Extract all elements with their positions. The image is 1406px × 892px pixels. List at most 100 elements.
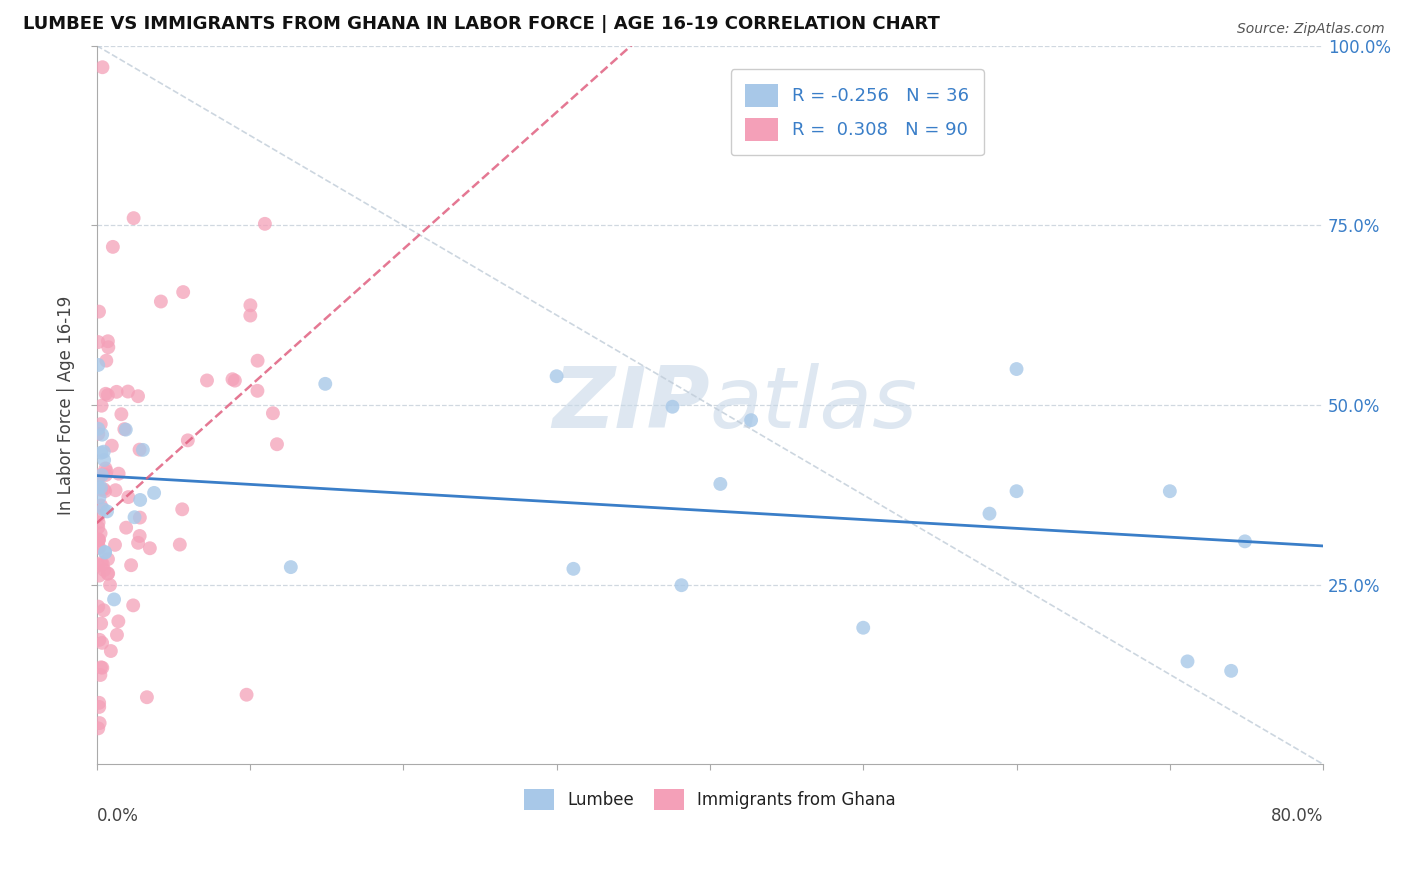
Point	[97, 388, 120, 402]
Point	[87, 540, 110, 554]
Point	[90, 445, 112, 459]
Point	[235, 688, 257, 702]
Point	[97, 566, 120, 581]
Point	[139, 541, 162, 556]
Point	[89, 716, 111, 731]
Point	[87, 427, 110, 442]
Point	[94, 386, 117, 401]
Point	[90, 483, 112, 497]
Point	[87, 533, 110, 547]
Point	[90, 616, 112, 631]
Point	[97, 552, 120, 566]
Point	[114, 423, 136, 437]
Point	[128, 529, 150, 543]
Point	[96, 504, 118, 518]
Point	[135, 690, 157, 705]
Point	[266, 437, 288, 451]
Point	[94, 545, 117, 559]
Point	[740, 413, 762, 427]
Point	[96, 464, 118, 478]
Point	[103, 592, 125, 607]
Point	[546, 369, 568, 384]
Point	[89, 700, 111, 714]
Point	[90, 417, 112, 431]
Text: atlas: atlas	[710, 363, 918, 447]
Point	[239, 309, 262, 323]
Point	[91, 557, 114, 571]
Point	[979, 507, 1001, 521]
Point	[224, 374, 246, 388]
Text: 0.0%: 0.0%	[97, 807, 139, 825]
Point	[253, 217, 276, 231]
Point	[90, 499, 112, 513]
Point	[132, 442, 155, 457]
Point	[221, 372, 243, 386]
Point	[115, 521, 138, 535]
Point	[101, 439, 124, 453]
Point	[90, 526, 112, 541]
Point	[87, 334, 110, 349]
Point	[104, 483, 127, 498]
Point	[117, 384, 139, 399]
Point	[262, 406, 284, 420]
Text: LUMBEE VS IMMIGRANTS FROM GHANA IN LABOR FORCE | AGE 16-19 CORRELATION CHART: LUMBEE VS IMMIGRANTS FROM GHANA IN LABOR…	[22, 15, 941, 33]
Point	[91, 427, 114, 442]
Point	[87, 558, 110, 573]
Point	[87, 471, 110, 485]
Point	[87, 304, 110, 318]
Point	[97, 566, 120, 581]
Point	[1005, 484, 1028, 499]
Point	[101, 240, 124, 254]
Point	[280, 560, 302, 574]
Point	[110, 407, 132, 421]
Point	[105, 628, 128, 642]
Point	[89, 696, 111, 710]
Point	[98, 578, 121, 592]
Point	[314, 376, 336, 391]
Point	[90, 481, 112, 495]
Point	[87, 516, 110, 530]
Point	[120, 558, 142, 573]
Text: Source: ZipAtlas.com: Source: ZipAtlas.com	[1237, 22, 1385, 37]
Point	[1005, 362, 1028, 376]
Point	[852, 621, 875, 635]
Point	[89, 568, 111, 582]
Point	[91, 60, 114, 74]
Point	[1159, 484, 1181, 499]
Point	[246, 353, 269, 368]
Point	[129, 492, 152, 507]
Point	[94, 545, 117, 559]
Point	[107, 615, 129, 629]
Point	[122, 599, 145, 613]
Point	[96, 353, 118, 368]
Point	[87, 520, 110, 534]
Point	[104, 538, 127, 552]
Point	[172, 502, 194, 516]
Point	[89, 632, 111, 647]
Point	[87, 509, 110, 524]
Point	[1177, 654, 1199, 668]
Point	[89, 541, 111, 555]
Point	[128, 442, 150, 457]
Point	[90, 660, 112, 674]
Point	[177, 434, 200, 448]
Point	[94, 461, 117, 475]
Point	[94, 467, 117, 482]
Point	[91, 636, 114, 650]
Point	[91, 661, 114, 675]
Point	[87, 480, 110, 494]
Point	[107, 467, 129, 481]
Point	[93, 453, 115, 467]
Point	[97, 334, 120, 349]
Point	[239, 298, 262, 312]
Point	[1233, 534, 1256, 549]
Point	[87, 599, 110, 614]
Y-axis label: In Labor Force | Age 16-19: In Labor Force | Age 16-19	[58, 295, 75, 515]
Point	[93, 563, 115, 577]
Point	[149, 294, 172, 309]
Point	[124, 510, 146, 524]
Point	[122, 211, 145, 226]
Text: ZIP: ZIP	[553, 363, 710, 447]
Point	[89, 491, 111, 505]
Point	[87, 422, 110, 436]
